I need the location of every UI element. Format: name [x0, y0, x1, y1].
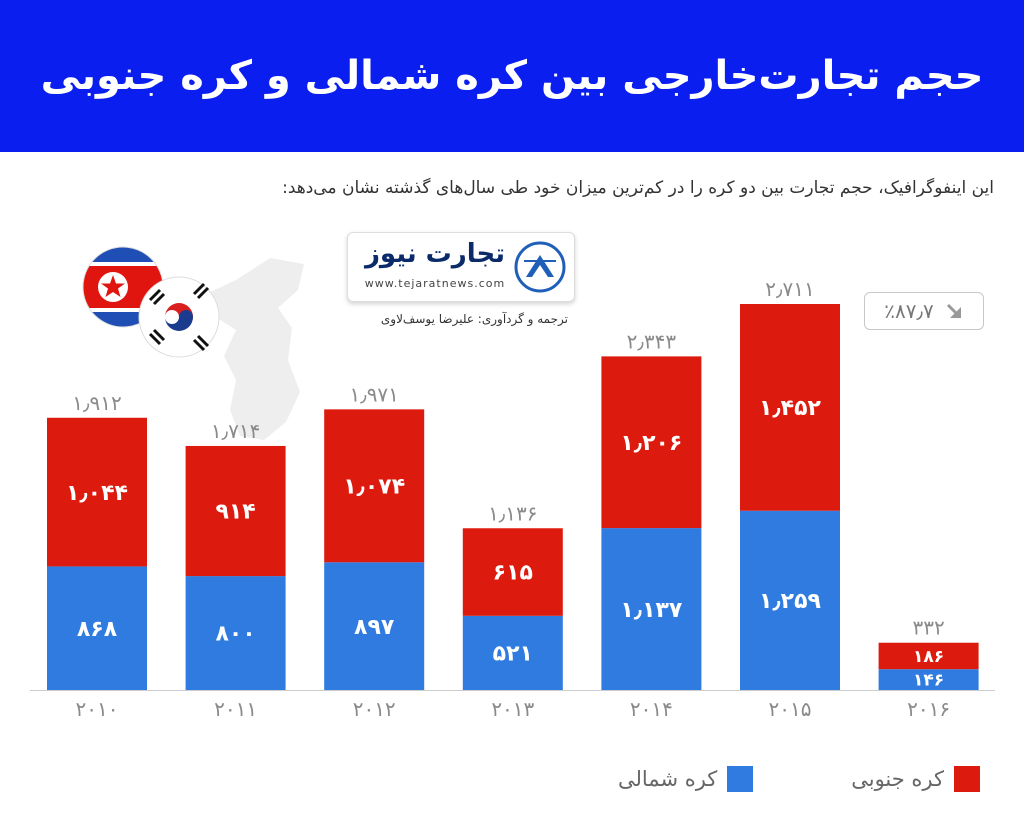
bar-south-2012 [324, 409, 425, 563]
x-tick-label-2010: ۲۰۱۰ [76, 697, 119, 721]
bar-south-2016 [878, 642, 979, 670]
data-label-north-2016: ۱۴۶ [913, 671, 944, 691]
brand-name: تجارت نیوز [364, 239, 506, 269]
x-tick-label-2014: ۲۰۱۴ [630, 697, 673, 721]
data-label-north-2014: ۱٫۱۳۷ [620, 598, 683, 623]
data-label-north-2012: ۸۹۷ [354, 615, 395, 640]
x-tick-label-2013: ۲۰۱۳ [491, 697, 534, 721]
header-banner: حجم تجارت‌خارجی بین کره شمالی و کره جنوب… [0, 0, 1024, 152]
brand-logo: تجارت نیوز www.tejaratnews.com [347, 232, 575, 302]
data-label-south-2014: ۱٫۲۰۶ [620, 431, 682, 456]
decline-percent: ٪۸۷٫۷ [884, 299, 934, 323]
data-label-north-2015: ۱٫۲۵۹ [759, 589, 821, 614]
total-label-2010: ۱٫۹۱۲ [72, 391, 121, 415]
bar-south-2015 [740, 304, 840, 511]
bar-south-2010 [47, 417, 147, 567]
x-tick-label-2012: ۲۰۱۲ [353, 697, 396, 721]
bar-south-2011 [185, 445, 286, 577]
x-tick-label-2015: ۲۰۱۵ [769, 697, 812, 721]
data-label-south-2010: ۱٫۰۴۴ [66, 481, 128, 506]
bar-south-2014 [601, 356, 702, 529]
decline-badge: ٪۸۷٫۷ [864, 292, 984, 330]
data-label-north-2011: ۸۰۰ [215, 622, 255, 647]
data-label-south-2015: ۱٫۴۵۲ [759, 396, 822, 421]
north-korea-flag-icon [82, 246, 164, 328]
bar-north-2010 [47, 566, 147, 690]
data-label-north-2010: ۸۶۸ [77, 617, 118, 642]
legend-item-north: کره شمالی [618, 766, 754, 792]
bar-south-2013 [462, 528, 563, 616]
bar-north-2014 [601, 528, 702, 690]
total-label-2015: ۲٫۷۱۱ [765, 277, 814, 301]
data-label-south-2012: ۱٫۰۷۴ [343, 475, 405, 500]
data-label-south-2013: ۶۱۵ [493, 561, 533, 586]
x-tick-label-2011: ۲۰۱۱ [214, 697, 257, 721]
legend-label-north: کره شمالی [618, 767, 718, 791]
south-korea-flag-icon [138, 276, 220, 358]
bar-north-2016 [878, 669, 979, 690]
korea-map-icon [206, 258, 304, 440]
total-label-2016: ۳۳۲ [912, 616, 944, 640]
arrow-down-right-icon [946, 303, 961, 318]
brand-mark-icon [514, 241, 566, 293]
total-label-2013: ۱٫۱۳۶ [488, 501, 537, 525]
total-label-2012: ۱٫۹۷۱ [349, 382, 398, 406]
legend-item-south: کره جنوبی [851, 766, 980, 792]
data-label-south-2011: ۹۱۴ [215, 500, 255, 525]
x-tick-label-2016: ۲۰۱۶ [907, 697, 950, 721]
chart-subtitle: این اینفوگرافیک، حجم تجارت بین دو کره را… [282, 178, 994, 198]
bar-north-2011 [185, 576, 286, 690]
legend-label-south: کره جنوبی [851, 767, 944, 791]
credit-text: ترجمه و گردآوری: علیرضا یوسف‌لاوی [380, 312, 568, 326]
brand-url: www.tejaratnews.com [364, 277, 506, 290]
data-label-north-2013: ۵۲۱ [493, 642, 533, 667]
legend-swatch-south [954, 766, 980, 792]
bar-north-2015 [740, 510, 840, 690]
legend-swatch-north [727, 766, 754, 792]
page-title: حجم تجارت‌خارجی بین کره شمالی و کره جنوب… [40, 53, 984, 99]
data-label-south-2016: ۱۸۶ [913, 647, 944, 667]
bar-north-2012 [324, 562, 425, 690]
bar-north-2013 [462, 615, 563, 690]
total-label-2011: ۱٫۷۱۴ [211, 419, 260, 443]
total-label-2014: ۲٫۳۴۳ [627, 329, 677, 353]
